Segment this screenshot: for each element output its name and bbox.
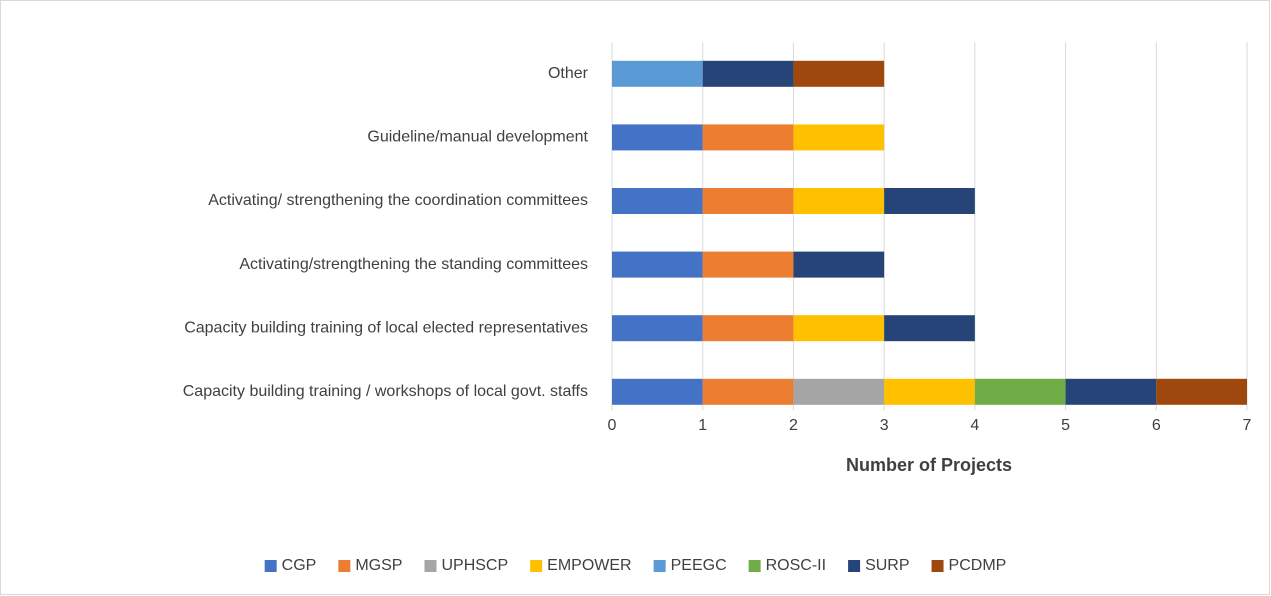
x-tick-label: 5 bbox=[1061, 417, 1070, 434]
legend-label: PEEGC bbox=[671, 557, 727, 574]
legend-label: EMPOWER bbox=[547, 557, 631, 574]
bar-segment bbox=[702, 124, 794, 151]
bar-segment bbox=[612, 188, 703, 214]
legend-swatch bbox=[264, 560, 277, 572]
bar-segment bbox=[1065, 378, 1157, 405]
bar-segment bbox=[1156, 378, 1247, 405]
legend-swatch bbox=[338, 560, 351, 572]
bar-segment bbox=[884, 378, 975, 405]
y-tick-label: Activating/strengthening the standing co… bbox=[239, 256, 588, 273]
bar-segment bbox=[702, 251, 794, 278]
legend-swatch bbox=[424, 560, 437, 572]
x-tick-label: 6 bbox=[1152, 417, 1161, 434]
y-tick-label: Other bbox=[548, 65, 589, 82]
bar-segment bbox=[793, 315, 885, 342]
x-axis-title: Number of Projects bbox=[846, 455, 1012, 475]
legend-swatch bbox=[931, 560, 944, 572]
x-tick-label: 2 bbox=[789, 417, 798, 434]
bar-segment bbox=[793, 60, 885, 87]
bar-segment bbox=[702, 60, 794, 87]
bar-segment bbox=[884, 188, 975, 214]
bar-segment bbox=[702, 188, 794, 214]
x-tick-label: 4 bbox=[970, 417, 979, 434]
legend-swatch bbox=[530, 560, 543, 572]
bar-segment bbox=[884, 315, 975, 342]
legend-swatch bbox=[653, 560, 666, 572]
x-tick-label: 7 bbox=[1243, 417, 1252, 434]
bar-segment bbox=[793, 251, 885, 278]
legend-label: UPHSCP bbox=[441, 557, 508, 574]
bar-segment bbox=[612, 251, 703, 278]
x-tick-label: 3 bbox=[880, 417, 889, 434]
x-tick-label: 0 bbox=[608, 417, 617, 434]
legend-swatch bbox=[748, 560, 761, 572]
legend-swatch bbox=[848, 560, 861, 572]
legend-label: ROSC-II bbox=[766, 557, 826, 574]
bar-segment bbox=[793, 124, 885, 151]
bar-segment bbox=[612, 315, 703, 342]
legend-label: SURP bbox=[865, 557, 909, 574]
bar-segment bbox=[702, 315, 794, 342]
bar-segment bbox=[793, 188, 885, 214]
legend-label: PCDMP bbox=[949, 557, 1007, 574]
y-tick-label: Capacity building training / workshops o… bbox=[183, 383, 588, 400]
bar-segment bbox=[974, 378, 1066, 405]
bar-segment bbox=[612, 378, 703, 405]
x-tick-label: 1 bbox=[698, 417, 707, 434]
bar-segment bbox=[612, 124, 703, 151]
y-tick-label: Guideline/manual development bbox=[367, 129, 588, 146]
bar-segment bbox=[793, 378, 885, 405]
bar-segment bbox=[702, 378, 794, 405]
y-tick-label: Activating/ strengthening the coordinati… bbox=[208, 192, 588, 209]
legend-label: CGP bbox=[282, 557, 317, 574]
y-tick-label: Capacity building training of local elec… bbox=[184, 319, 588, 336]
legend-label: MGSP bbox=[355, 557, 402, 574]
bar-segment bbox=[612, 60, 703, 87]
